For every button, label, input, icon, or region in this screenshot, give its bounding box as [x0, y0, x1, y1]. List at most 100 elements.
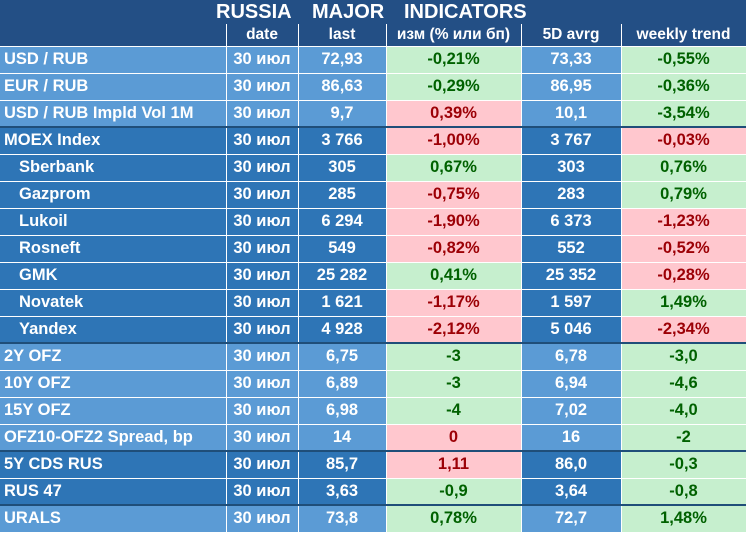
row-change: -1,90%: [386, 208, 522, 236]
row-weekly-trend: 1,48%: [621, 504, 746, 533]
row-weekly-trend: -0,8: [621, 478, 746, 506]
header-last: last: [298, 24, 387, 47]
row-last: 6,98: [298, 397, 387, 425]
row-change: -0,9: [386, 478, 522, 506]
row-weekly-trend: -3,54%: [621, 100, 746, 128]
row-5d-avg: 86,0: [521, 450, 622, 479]
row-name: 2Y OFZ: [0, 342, 227, 371]
title-word-russia: RUSSIA: [216, 1, 292, 23]
row-last: 3,63: [298, 478, 387, 506]
row-last: 285: [298, 181, 387, 209]
row-change: 0,39%: [386, 100, 522, 128]
table-row: RUS 47 30 июл 3,63 -0,9 3,64 -0,8: [0, 478, 746, 506]
row-date: 30 июл: [226, 73, 299, 101]
row-change: 0,67%: [386, 154, 522, 182]
header-row: date last изм (% или бп) 5D avrg weekly …: [0, 24, 746, 47]
table-row: 10Y OFZ 30 июл 6,89 -3 6,94 -4,6: [0, 370, 746, 398]
table-row: GMK 30 июл 25 282 0,41% 25 352 -0,28%: [0, 262, 746, 290]
row-weekly-trend: 1,49%: [621, 289, 746, 317]
row-last: 305: [298, 154, 387, 182]
row-name: OFZ10-OFZ2 Spread, bp: [0, 424, 227, 452]
row-name: Rosneft: [0, 235, 227, 263]
row-5d-avg: 7,02: [521, 397, 622, 425]
row-name: Yandex: [0, 316, 227, 344]
row-weekly-trend: -0,36%: [621, 73, 746, 101]
row-5d-avg: 10,1: [521, 100, 622, 128]
row-weekly-trend: 0,79%: [621, 181, 746, 209]
row-name: EUR / RUB: [0, 73, 227, 101]
header-5d-avg: 5D avrg: [521, 24, 622, 47]
row-name: 5Y CDS RUS: [0, 450, 227, 479]
row-date: 30 июл: [226, 478, 299, 506]
row-name: 10Y OFZ: [0, 370, 227, 398]
table-row: Sberbank 30 июл 305 0,67% 303 0,76%: [0, 154, 746, 182]
row-last: 9,7: [298, 100, 387, 128]
row-name: USD / RUB Impld Vol 1M: [0, 100, 227, 128]
row-change: -3: [386, 342, 522, 371]
row-last: 25 282: [298, 262, 387, 290]
row-date: 30 июл: [226, 154, 299, 182]
header-change: изм (% или бп): [386, 24, 522, 47]
table-row: EUR / RUB 30 июл 86,63 -0,29% 86,95 -0,36%: [0, 73, 746, 101]
header-empty: [0, 24, 227, 47]
row-change: -4: [386, 397, 522, 425]
indicators-table: date last изм (% или бп) 5D avrg weekly …: [0, 24, 746, 533]
row-last: 3 766: [298, 126, 387, 155]
row-weekly-trend: -2: [621, 424, 746, 452]
table-row: Novatek 30 июл 1 621 -1,17% 1 597 1,49%: [0, 289, 746, 317]
row-5d-avg: 6 373: [521, 208, 622, 236]
row-last: 86,63: [298, 73, 387, 101]
row-date: 30 июл: [226, 126, 299, 155]
row-5d-avg: 552: [521, 235, 622, 263]
row-5d-avg: 72,7: [521, 504, 622, 533]
row-date: 30 июл: [226, 100, 299, 128]
table-row: USD / RUB 30 июл 72,93 -0,21% 73,33 -0,55%: [0, 46, 746, 74]
row-change: -1,00%: [386, 126, 522, 155]
row-change: -3: [386, 370, 522, 398]
row-date: 30 июл: [226, 504, 299, 533]
row-name: MOEX Index: [0, 126, 227, 155]
row-5d-avg: 86,95: [521, 73, 622, 101]
row-change: 0,41%: [386, 262, 522, 290]
row-5d-avg: 5 046: [521, 316, 622, 344]
row-name: Novatek: [0, 289, 227, 317]
row-weekly-trend: 0,76%: [621, 154, 746, 182]
row-weekly-trend: -0,28%: [621, 262, 746, 290]
row-5d-avg: 1 597: [521, 289, 622, 317]
row-weekly-trend: -0,52%: [621, 235, 746, 263]
table-row: 2Y OFZ 30 июл 6,75 -3 6,78 -3,0: [0, 342, 746, 371]
row-name: Gazprom: [0, 181, 227, 209]
row-5d-avg: 6,94: [521, 370, 622, 398]
row-change: -1,17%: [386, 289, 522, 317]
row-change: -0,29%: [386, 73, 522, 101]
row-last: 14: [298, 424, 387, 452]
row-5d-avg: 25 352: [521, 262, 622, 290]
table-row: 5Y CDS RUS 30 июл 85,7 1,11 86,0 -0,3: [0, 450, 746, 479]
row-date: 30 июл: [226, 424, 299, 452]
row-5d-avg: 3 767: [521, 126, 622, 155]
table-row: 15Y OFZ 30 июл 6,98 -4 7,02 -4,0: [0, 397, 746, 425]
row-last: 6 294: [298, 208, 387, 236]
row-last: 6,75: [298, 342, 387, 371]
row-date: 30 июл: [226, 46, 299, 74]
table-row: OFZ10-OFZ2 Spread, bp 30 июл 14 0 16 -2: [0, 424, 746, 452]
row-weekly-trend: -2,34%: [621, 316, 746, 344]
table-row: Lukoil 30 июл 6 294 -1,90% 6 373 -1,23%: [0, 208, 746, 236]
row-date: 30 июл: [226, 208, 299, 236]
table-row: MOEX Index 30 июл 3 766 -1,00% 3 767 -0,03%: [0, 126, 746, 155]
row-name: Sberbank: [0, 154, 227, 182]
header-date: date: [226, 24, 299, 47]
row-change: 1,11: [386, 450, 522, 479]
table-title: RUSSIA MAJOR INDICATORS: [0, 0, 746, 24]
row-last: 85,7: [298, 450, 387, 479]
row-weekly-trend: -4,6: [621, 370, 746, 398]
table-row: URALS 30 июл 73,8 0,78% 72,7 1,48%: [0, 504, 746, 533]
row-date: 30 июл: [226, 235, 299, 263]
table-row: USD / RUB Impld Vol 1M 30 июл 9,7 0,39% 10,1…: [0, 100, 746, 128]
row-weekly-trend: -0,03%: [621, 126, 746, 155]
row-weekly-trend: -0,55%: [621, 46, 746, 74]
row-name: 15Y OFZ: [0, 397, 227, 425]
row-last: 73,8: [298, 504, 387, 533]
row-last: 1 621: [298, 289, 387, 317]
row-5d-avg: 6,78: [521, 342, 622, 371]
